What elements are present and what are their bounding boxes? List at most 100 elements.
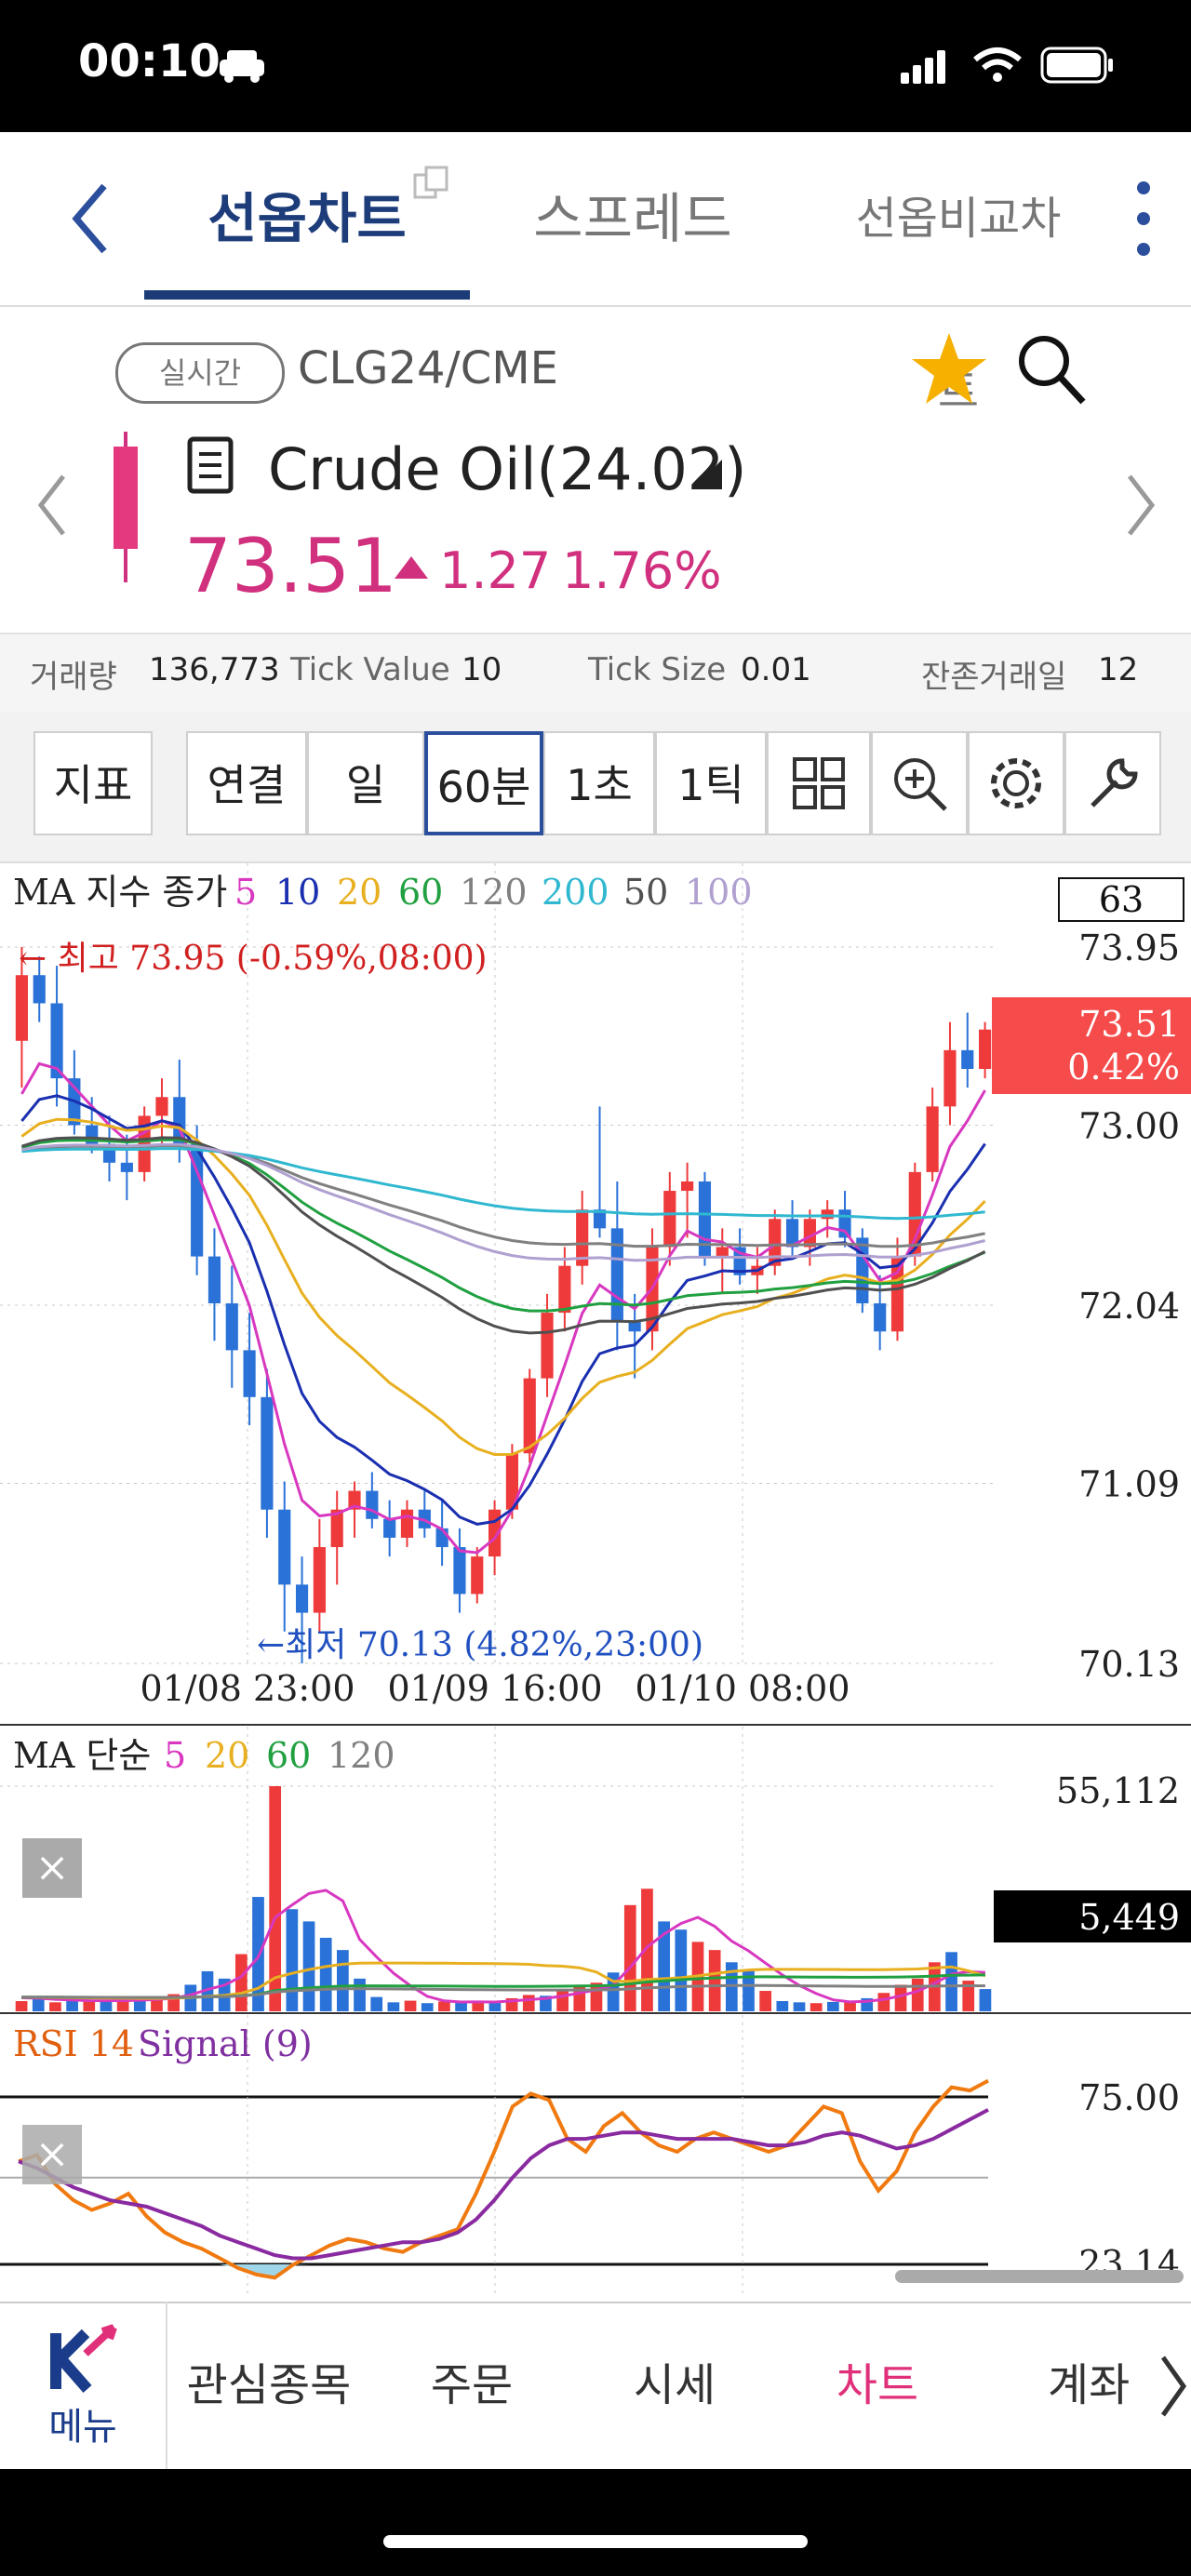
volume-bar — [269, 1786, 282, 2011]
y-tick-label: 73.00 — [1078, 1105, 1180, 1146]
candle-icon — [114, 432, 138, 582]
volume-bar — [844, 2001, 856, 2011]
tick-value-label: Tick Value — [290, 651, 450, 688]
popup-icon[interactable] — [411, 164, 450, 203]
volume-bar — [522, 1995, 535, 2011]
day-button[interactable]: 일 — [307, 731, 424, 835]
signal-icon — [901, 50, 945, 84]
top-value-label: 63 — [1099, 879, 1144, 920]
zoom-button[interactable] — [871, 731, 968, 835]
candle — [15, 975, 28, 1041]
candle — [366, 1490, 379, 1519]
volume-bar — [387, 2002, 400, 2011]
candle — [926, 1106, 939, 1172]
home-indicator[interactable] — [383, 2535, 808, 2548]
candle — [541, 1313, 554, 1379]
settings-button[interactable] — [968, 731, 1064, 835]
candle — [908, 1171, 921, 1257]
remaining-days-label: 잔존거래일 — [921, 659, 1067, 696]
volume-bar — [793, 2002, 806, 2011]
candle — [803, 1219, 816, 1248]
nav-account[interactable]: 계좌 — [1048, 2359, 1131, 2411]
volume-bar — [337, 1950, 349, 2011]
indicator-button[interactable]: 지표 — [33, 731, 153, 835]
current-price-label: 73.51 — [1078, 1004, 1180, 1045]
symbol-name[interactable]: Crude Oil(24.02) — [268, 435, 747, 503]
menu-button[interactable]: 메뉴 — [0, 2302, 167, 2469]
close-volume-panel-button — [22, 1838, 82, 1898]
ma-line-20 — [20, 1117, 986, 1457]
volume-current-label: 5,449 — [1078, 1897, 1180, 1938]
nav-next-icon[interactable] — [1158, 2354, 1189, 2419]
ma-legend-item: 120 — [460, 872, 528, 913]
volume-bar — [743, 1970, 755, 2011]
volume-legend-item: 20 — [205, 1735, 249, 1776]
volume-bar — [658, 1921, 670, 2011]
volume-bar — [83, 1999, 96, 2011]
candle — [838, 1209, 851, 1238]
candle — [576, 1209, 589, 1266]
nav-watchlist[interactable]: 관심종목 — [186, 2359, 352, 2411]
sec1-button[interactable]: 1초 — [543, 731, 655, 835]
volume-bar — [472, 2001, 485, 2011]
volume-bar — [100, 2001, 113, 2011]
next-symbol-icon[interactable] — [1122, 473, 1159, 538]
back-icon[interactable] — [65, 179, 121, 259]
volume-bar — [66, 2000, 78, 2011]
layout-button[interactable] — [767, 731, 871, 835]
volume-chart[interactable]: MA 단순 5 20 60 120 55,112 5,449 × — [0, 1727, 1191, 2015]
volume-bar — [894, 1984, 907, 2011]
low-annotation: ←최저 70.13 (4.82%,23:00) — [257, 1626, 703, 1664]
y-tick-label: 72.04 — [1078, 1286, 1180, 1327]
ma-legend-item: 100 — [685, 872, 753, 913]
y-tick-label: 70.13 — [1078, 1644, 1180, 1685]
tick-size-label: Tick Size — [588, 651, 727, 688]
min60-button[interactable]: 60분 — [424, 731, 543, 835]
realtime-badge[interactable]: 실시간 — [115, 342, 285, 404]
search-icon[interactable] — [1014, 331, 1089, 409]
volume-bar — [759, 1991, 772, 2011]
price-chart[interactable]: 73.95 73.00 72.04 71.09 70.13 MA 지수 종가 5 10 20 60… — [0, 863, 1191, 1727]
remaining-days: 12 — [1098, 651, 1139, 688]
close-icon: × — [35, 1844, 70, 1891]
volume-legend-title: MA 단순 — [13, 1735, 151, 1776]
candle — [681, 1181, 694, 1192]
battery-icon — [1040, 47, 1113, 84]
candle — [207, 1256, 221, 1303]
volume-bar — [776, 2001, 789, 2011]
tab-underline — [144, 290, 470, 300]
nav-quotes[interactable]: 시세 — [633, 2359, 716, 2411]
dropdown-triangle-icon[interactable] — [689, 456, 726, 493]
candle — [155, 1097, 168, 1116]
candle — [558, 1265, 571, 1314]
volume-bar — [979, 1989, 992, 2011]
tab-futures-chart[interactable]: 선옵차트 — [207, 187, 407, 250]
tick1-button[interactable]: 1틱 — [655, 731, 767, 835]
current-price-box — [992, 997, 1191, 1094]
tab-spread[interactable]: 스프레드 — [533, 187, 732, 250]
volume-bar — [455, 2002, 467, 2011]
home-bar — [0, 2469, 1191, 2576]
link-button[interactable]: 연결 — [186, 731, 307, 835]
nav-order[interactable]: 주문 — [430, 2359, 514, 2411]
rsi-signal-line — [18, 2108, 989, 2261]
y-tick-label: 71.09 — [1078, 1463, 1180, 1504]
tick-value: 10 — [462, 651, 502, 688]
candle — [785, 1219, 799, 1248]
volume-label: 거래량 — [30, 659, 117, 696]
volume-bar — [945, 1952, 957, 2011]
nav-chart[interactable]: 차트 — [836, 2359, 919, 2411]
star-icon[interactable] — [910, 329, 988, 407]
more-icon[interactable] — [1130, 177, 1158, 260]
candle — [593, 1209, 607, 1229]
bottom-nav — [0, 2302, 1191, 2471]
tab-compare-chart[interactable]: 선옵비교차트 — [855, 193, 1062, 418]
current-pct-label: 0.42% — [1067, 1047, 1180, 1088]
volume-bar — [234, 1954, 248, 2011]
candle — [663, 1191, 676, 1248]
prev-symbol-icon[interactable] — [33, 473, 71, 538]
document-icon[interactable] — [184, 435, 236, 495]
volume-bar — [201, 1970, 214, 2011]
tools-button[interactable] — [1064, 731, 1161, 835]
